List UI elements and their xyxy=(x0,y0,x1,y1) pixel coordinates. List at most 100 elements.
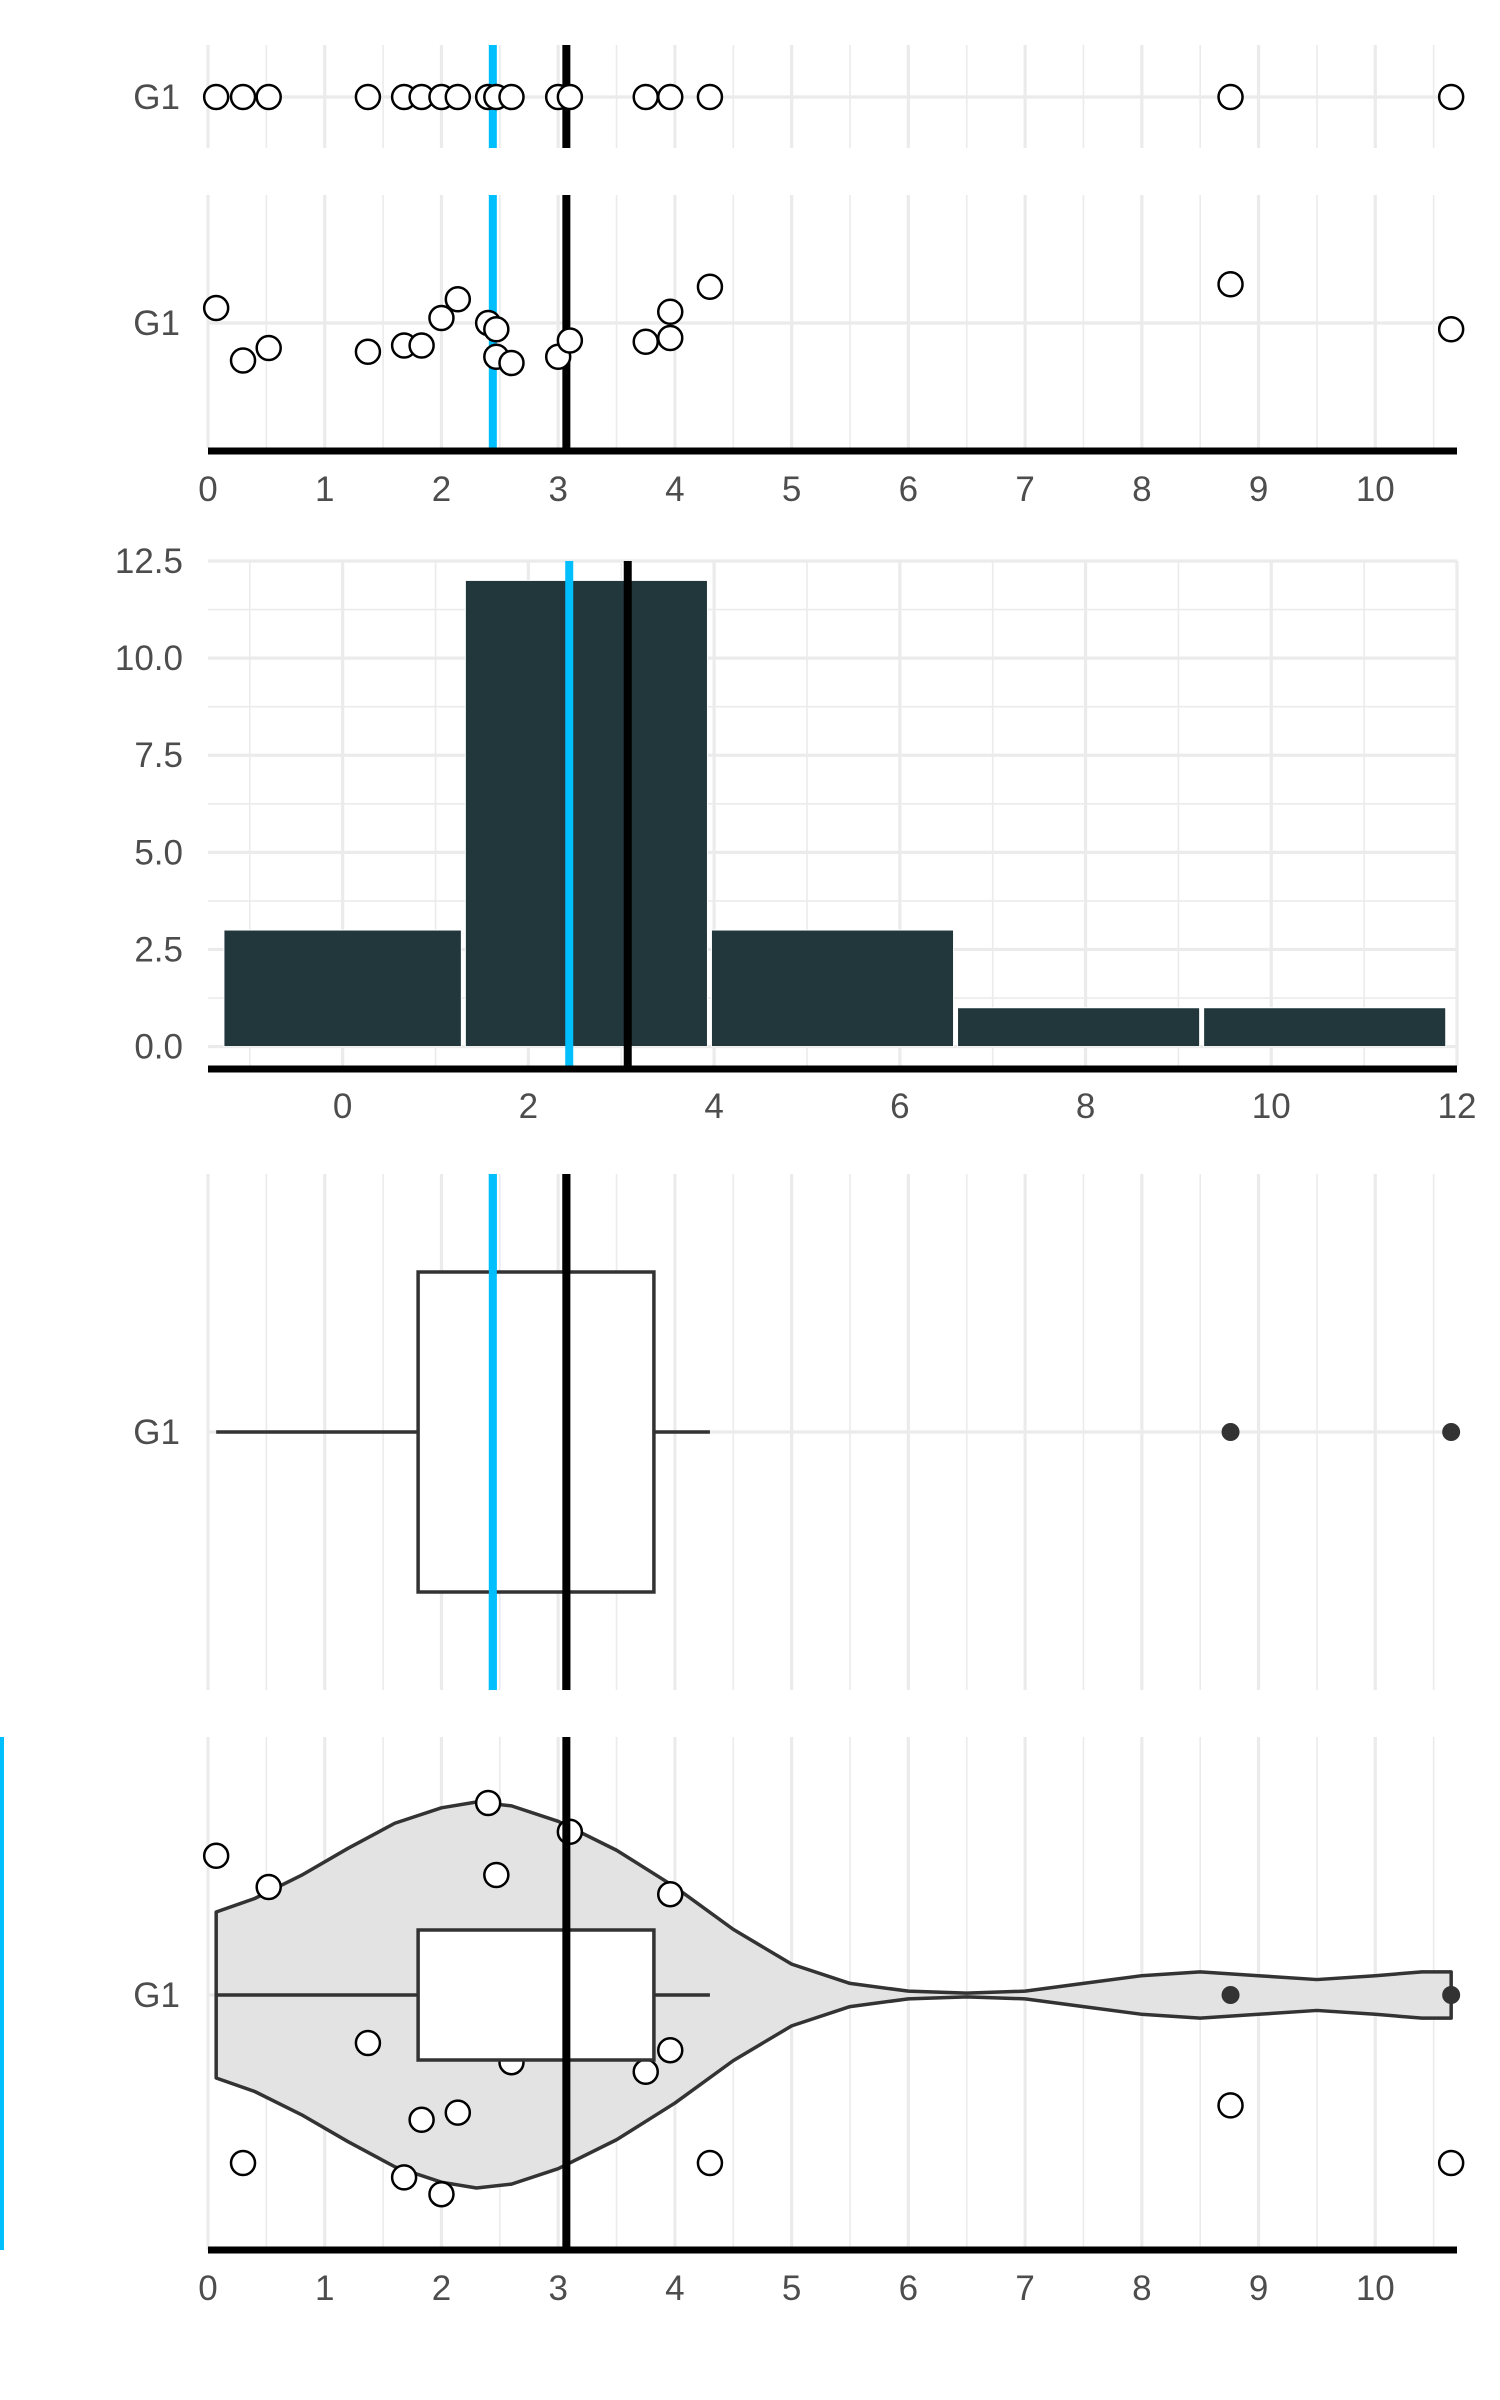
data-point xyxy=(255,334,282,362)
x-tick-label: 8 xyxy=(1132,470,1151,509)
x-tick-label: 5 xyxy=(782,2269,801,2308)
x-tick-label: 10 xyxy=(1356,2269,1395,2308)
x-tick-label: 7 xyxy=(1015,2269,1034,2308)
data-point xyxy=(474,1789,502,1817)
histogram-bar xyxy=(710,929,955,1048)
y-tick-label: 7.5 xyxy=(134,736,183,775)
x-tick-label: 8 xyxy=(1132,2269,1151,2308)
data-point xyxy=(444,286,472,313)
y-tick-label: 10.0 xyxy=(115,639,183,678)
outlier-point xyxy=(1221,1423,1240,1441)
data-point xyxy=(696,83,724,111)
data-point xyxy=(202,294,230,322)
x-tick-label: 0 xyxy=(333,1087,352,1126)
data-point xyxy=(354,338,382,365)
data-point xyxy=(498,83,525,111)
y-group-label: G1 xyxy=(133,78,180,117)
x-tick-label: 5 xyxy=(782,470,801,509)
x-tick-label: 4 xyxy=(665,470,684,509)
data-point xyxy=(202,83,230,111)
data-point xyxy=(428,304,455,332)
x-tick-label: 2 xyxy=(519,1087,538,1126)
data-point xyxy=(656,1880,684,1908)
data-point xyxy=(354,83,382,111)
outlier-point xyxy=(1442,1423,1461,1441)
data-point xyxy=(255,1873,282,1901)
x-tick-label: 10 xyxy=(1252,1087,1291,1126)
x-tick-label: 4 xyxy=(665,2269,684,2308)
x-tick-label: 1 xyxy=(315,470,334,509)
x-tick-label: 7 xyxy=(1015,470,1034,509)
y-group-label: G1 xyxy=(133,1976,180,2015)
histogram-bar xyxy=(223,929,462,1048)
data-point xyxy=(229,347,257,374)
data-point xyxy=(696,2149,724,2177)
data-point xyxy=(498,349,525,377)
data-point xyxy=(408,332,435,359)
data-point xyxy=(632,328,659,355)
data-point xyxy=(390,2164,418,2191)
data-point xyxy=(1217,2092,1244,2119)
data-point xyxy=(229,83,257,111)
histogram-bar xyxy=(957,1007,1201,1048)
y-tick-label: 2.5 xyxy=(134,930,183,969)
x-tick-label: 0 xyxy=(198,2269,217,2308)
x-tick-label: 9 xyxy=(1249,2269,1268,2308)
x-tick-label: 0 xyxy=(198,470,217,509)
data-point xyxy=(632,2058,659,2086)
data-point xyxy=(483,1861,510,1889)
data-point xyxy=(556,327,584,354)
data-point xyxy=(354,2029,382,2057)
data-point xyxy=(229,2149,257,2177)
data-point xyxy=(1437,83,1465,111)
y-tick-label: 12.5 xyxy=(115,542,183,581)
box-iqr xyxy=(416,1928,656,2062)
data-point xyxy=(656,2036,684,2064)
data-point xyxy=(202,1842,230,1870)
x-tick-label: 6 xyxy=(899,470,918,509)
x-tick-label: 9 xyxy=(1249,470,1268,509)
jitter-plot-panel: G1 0 1 2 3 4 5 6 7 8 9 10 xyxy=(133,195,1465,509)
data-point xyxy=(656,298,684,325)
x-tick-label: 8 xyxy=(1076,1087,1095,1126)
y-tick-label: 5.0 xyxy=(134,833,183,872)
x-tick-label: 2 xyxy=(432,2269,451,2308)
x-tick-label: 10 xyxy=(1356,470,1395,509)
data-point xyxy=(632,83,659,111)
histogram-bar xyxy=(1203,1007,1447,1048)
x-tick-label: 6 xyxy=(899,2269,918,2308)
y-group-label: G1 xyxy=(133,304,180,343)
data-point xyxy=(696,273,724,300)
data-point xyxy=(428,2180,455,2208)
data-point xyxy=(483,316,510,343)
data-point xyxy=(1437,2149,1465,2177)
x-tick-label: 12 xyxy=(1438,1087,1477,1126)
outlier-point xyxy=(1442,1986,1461,2004)
x-tick-label: 3 xyxy=(548,470,567,509)
data-point xyxy=(556,83,584,111)
data-point xyxy=(408,2106,435,2134)
boxplot-panel: G1 xyxy=(133,1174,1461,1690)
data-point xyxy=(255,83,282,111)
x-tick-label: 1 xyxy=(315,2269,334,2308)
x-tick-label: 4 xyxy=(704,1087,723,1126)
data-point xyxy=(444,2099,472,2126)
data-point xyxy=(1217,83,1244,111)
outlier-point xyxy=(1221,1986,1240,2004)
box-iqr xyxy=(416,1270,656,1594)
data-point xyxy=(656,324,684,352)
y-tick-label: 0.0 xyxy=(134,1028,183,1067)
histogram-bar xyxy=(464,579,708,1048)
violin-plot-panel: G1 0 1 2 3 4 5 6 7 8 9 10 xyxy=(0,1737,1465,2308)
data-point xyxy=(1217,271,1244,298)
data-point xyxy=(656,83,684,111)
histogram-panel: 0 2 4 6 8 10 12 0.0 2.5 5.0 7.5 10.0 12.5 xyxy=(115,542,1477,1126)
data-point xyxy=(444,83,472,111)
y-group-label: G1 xyxy=(133,1413,180,1452)
x-tick-label: 6 xyxy=(890,1087,909,1126)
strip-plot-panel: G1 xyxy=(133,45,1465,148)
data-point xyxy=(1437,316,1465,343)
x-tick-label: 2 xyxy=(432,470,451,509)
x-tick-label: 3 xyxy=(548,2269,567,2308)
